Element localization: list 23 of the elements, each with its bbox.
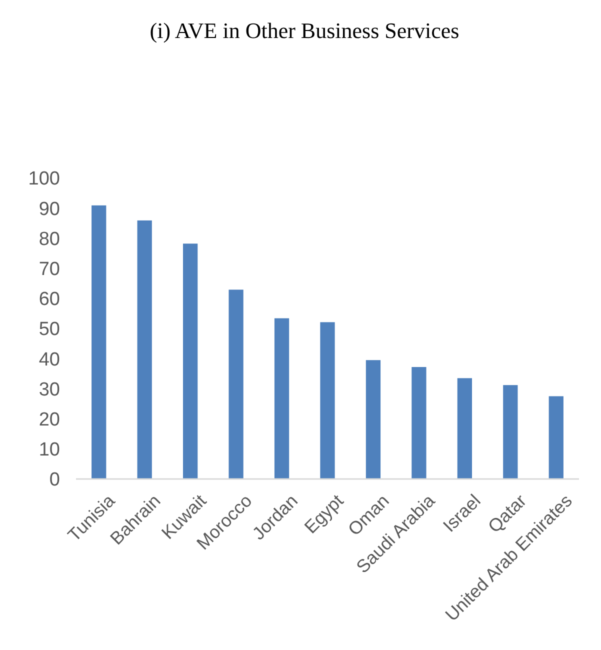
y-tick-label: 80 — [38, 228, 60, 250]
y-tick-label: 10 — [38, 440, 60, 461]
y-tick-label: 20 — [38, 409, 60, 430]
chart-title: (i) AVE in Other Business Services — [150, 18, 460, 43]
bar — [366, 360, 381, 479]
bar — [228, 290, 244, 479]
y-tick-label: 60 — [38, 289, 60, 310]
bar — [503, 385, 518, 479]
y-tick-label: 90 — [38, 198, 60, 220]
bar — [548, 396, 564, 479]
bar — [137, 220, 152, 479]
bar — [183, 244, 198, 479]
bar — [274, 318, 290, 479]
y-tick-label: 100 — [28, 168, 60, 190]
bar — [92, 205, 106, 479]
bar — [320, 322, 335, 479]
y-tick-label: 50 — [38, 319, 60, 340]
bar — [457, 378, 472, 479]
y-tick-label: 0 — [49, 470, 60, 491]
y-tick-label: 40 — [38, 349, 60, 370]
y-tick-label: 70 — [38, 258, 60, 280]
y-tick-label: 30 — [38, 379, 60, 400]
bar — [412, 367, 426, 479]
